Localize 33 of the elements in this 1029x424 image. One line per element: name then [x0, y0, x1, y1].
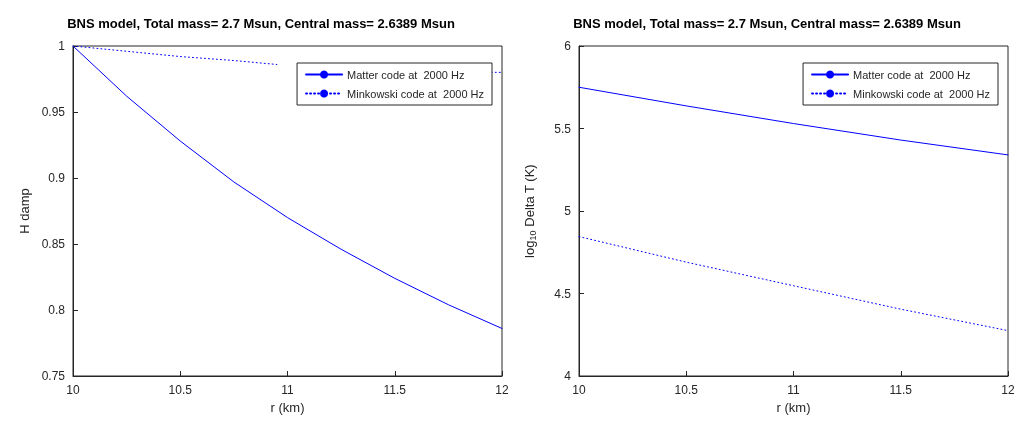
y-tick-label: 0.95 — [41, 105, 66, 119]
y-tick-label: 0.9 — [48, 171, 66, 185]
y-tick-label: 5 — [564, 204, 572, 218]
x-axis-title: r (km) — [270, 399, 305, 415]
legend-label: Minkowski code at 2000 Hz — [853, 87, 990, 100]
x-tick-label: 12 — [495, 383, 509, 397]
line-series — [578, 86, 1009, 156]
x-tick-label: 11 — [281, 383, 295, 397]
y-tick-label: 1 — [58, 39, 66, 53]
x-tick-label: 11.5 — [889, 383, 913, 397]
x-tick-label: 12 — [1001, 383, 1015, 397]
x-axis-title: r (km) — [776, 399, 811, 415]
y-tick-label: 6 — [564, 39, 572, 53]
y-tick-label: 0.75 — [41, 369, 66, 383]
x-tick-label: 10 — [66, 383, 80, 397]
x-tick-label: 10 — [572, 383, 586, 397]
x-tick-label: 10.5 — [674, 383, 699, 397]
x-tick-label: 11 — [787, 383, 801, 397]
x-tick-label: 10.5 — [168, 383, 193, 397]
legend-label: Minkowski code at 2000 Hz — [347, 87, 484, 100]
chart-title: BNS model, Total mass= 2.7 Msun, Central mass= 2.6389 Msun — [573, 16, 961, 31]
legend-label: Matter code at 2000 Hz — [347, 68, 465, 81]
line-series — [578, 236, 1009, 332]
legend-label: Matter code at 2000 Hz — [853, 68, 971, 81]
chart-title: BNS model, Total mass= 2.7 Msun, Central mass= 2.6389 Msun — [67, 16, 455, 31]
y-tick-label: 5.5 — [554, 121, 572, 136]
y-tick-label: 4 — [564, 369, 572, 383]
y-tick-label: 0.8 — [48, 303, 66, 317]
y-tick-label: 0.85 — [41, 237, 66, 251]
y-axis-title: log10 Delta T (K) — [522, 164, 538, 258]
x-tick-label: 11.5 — [383, 383, 407, 397]
y-axis-title: H damp — [16, 188, 32, 234]
y-tick-label: 4.5 — [554, 286, 572, 301]
